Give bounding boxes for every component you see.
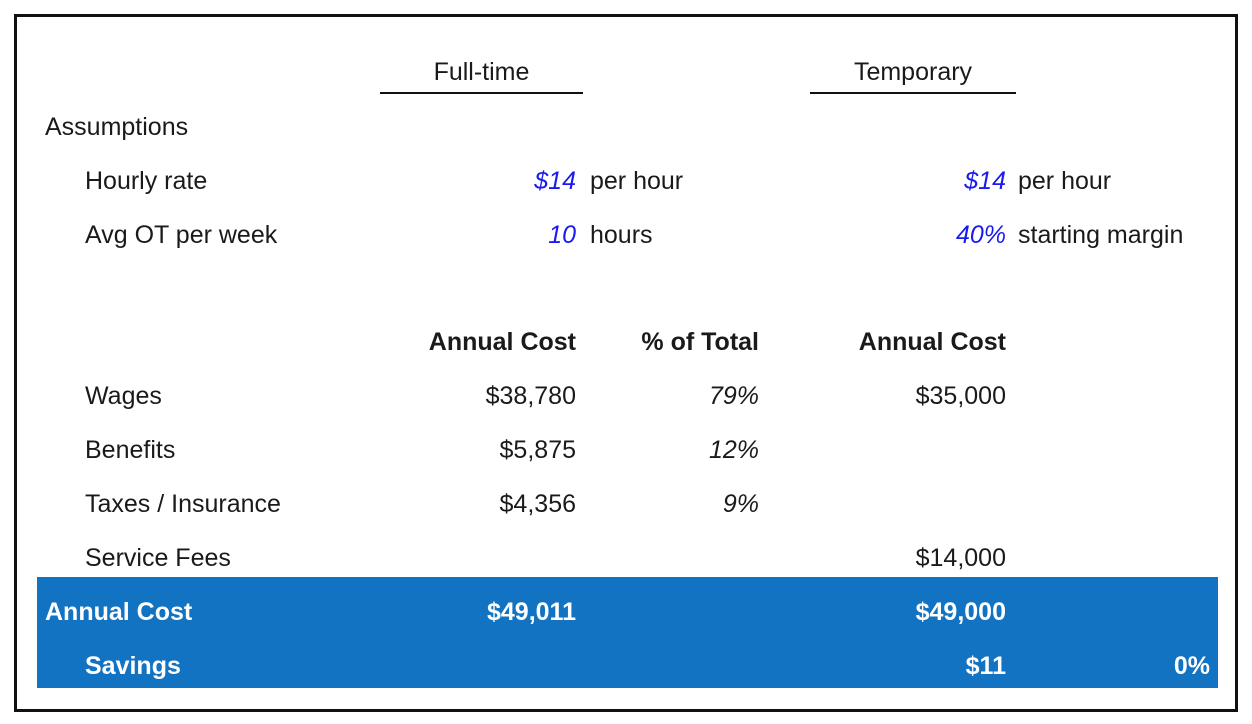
temporary-benefits-value [797, 433, 1006, 467]
totals-highlight-band [37, 577, 1218, 688]
fulltime-header-underline [380, 92, 583, 94]
temporary-hourly-rate-input[interactable]: $14 [964, 167, 1006, 195]
temporary-taxes-value [797, 487, 1006, 521]
assumptions-section-title: Assumptions [45, 113, 189, 141]
assumption-row-label: Avg OT per week [85, 221, 278, 249]
assumption-row-label: Hourly rate [85, 167, 208, 195]
comparison-table-frame: Full-time Temporary Assumptions Hourly r… [14, 14, 1238, 712]
temporary-annual-cost-total: $49,000 [915, 598, 1006, 626]
temporary-wages-value: $35,000 [915, 382, 1006, 410]
benefits-pct-value: 12% [708, 436, 759, 464]
temporary-hourly-rate-unit: per hour [1018, 167, 1112, 195]
fulltime-benefits-value: $5,875 [499, 436, 576, 464]
wages-pct-value: 79% [708, 382, 759, 410]
fulltime-hourly-rate-unit: per hour [590, 167, 684, 195]
column-header-temporary: Temporary [853, 58, 973, 86]
pct-of-total-header: % of Total [641, 328, 759, 356]
savings-amount: $11 [965, 652, 1006, 680]
temporary-margin-unit: starting margin [1018, 221, 1184, 249]
temporary-annual-cost-header: Annual Cost [858, 328, 1006, 356]
savings-label: Savings [85, 652, 181, 680]
fulltime-taxes-value: $4,356 [499, 490, 576, 518]
column-header-fulltime: Full-time [433, 58, 530, 86]
cost-row-label: Wages [85, 382, 162, 410]
cost-row-label: Service Fees [85, 544, 231, 572]
fulltime-annual-cost-header: Annual Cost [428, 328, 576, 356]
temporary-margin-input[interactable]: 40% [955, 221, 1006, 249]
cost-row-label: Taxes / Insurance [85, 490, 281, 518]
fulltime-annual-cost-total: $49,011 [487, 598, 576, 626]
cost-row-label: Benefits [85, 436, 176, 464]
taxes-pct-value: 9% [722, 490, 759, 518]
fulltime-wages-value: $38,780 [485, 382, 576, 410]
fulltime-overtime-input[interactable]: 10 [548, 221, 576, 249]
savings-pct: 0% [1173, 652, 1210, 680]
temporary-servicefees-value: $14,000 [915, 544, 1006, 572]
annual-cost-total-label: Annual Cost [45, 598, 193, 626]
temporary-header-underline [810, 92, 1016, 94]
fulltime-hourly-rate-input[interactable]: $14 [534, 167, 576, 195]
fulltime-overtime-unit: hours [590, 221, 653, 249]
servicefees-pct-value [607, 541, 759, 575]
fulltime-servicefees-value [367, 541, 576, 575]
